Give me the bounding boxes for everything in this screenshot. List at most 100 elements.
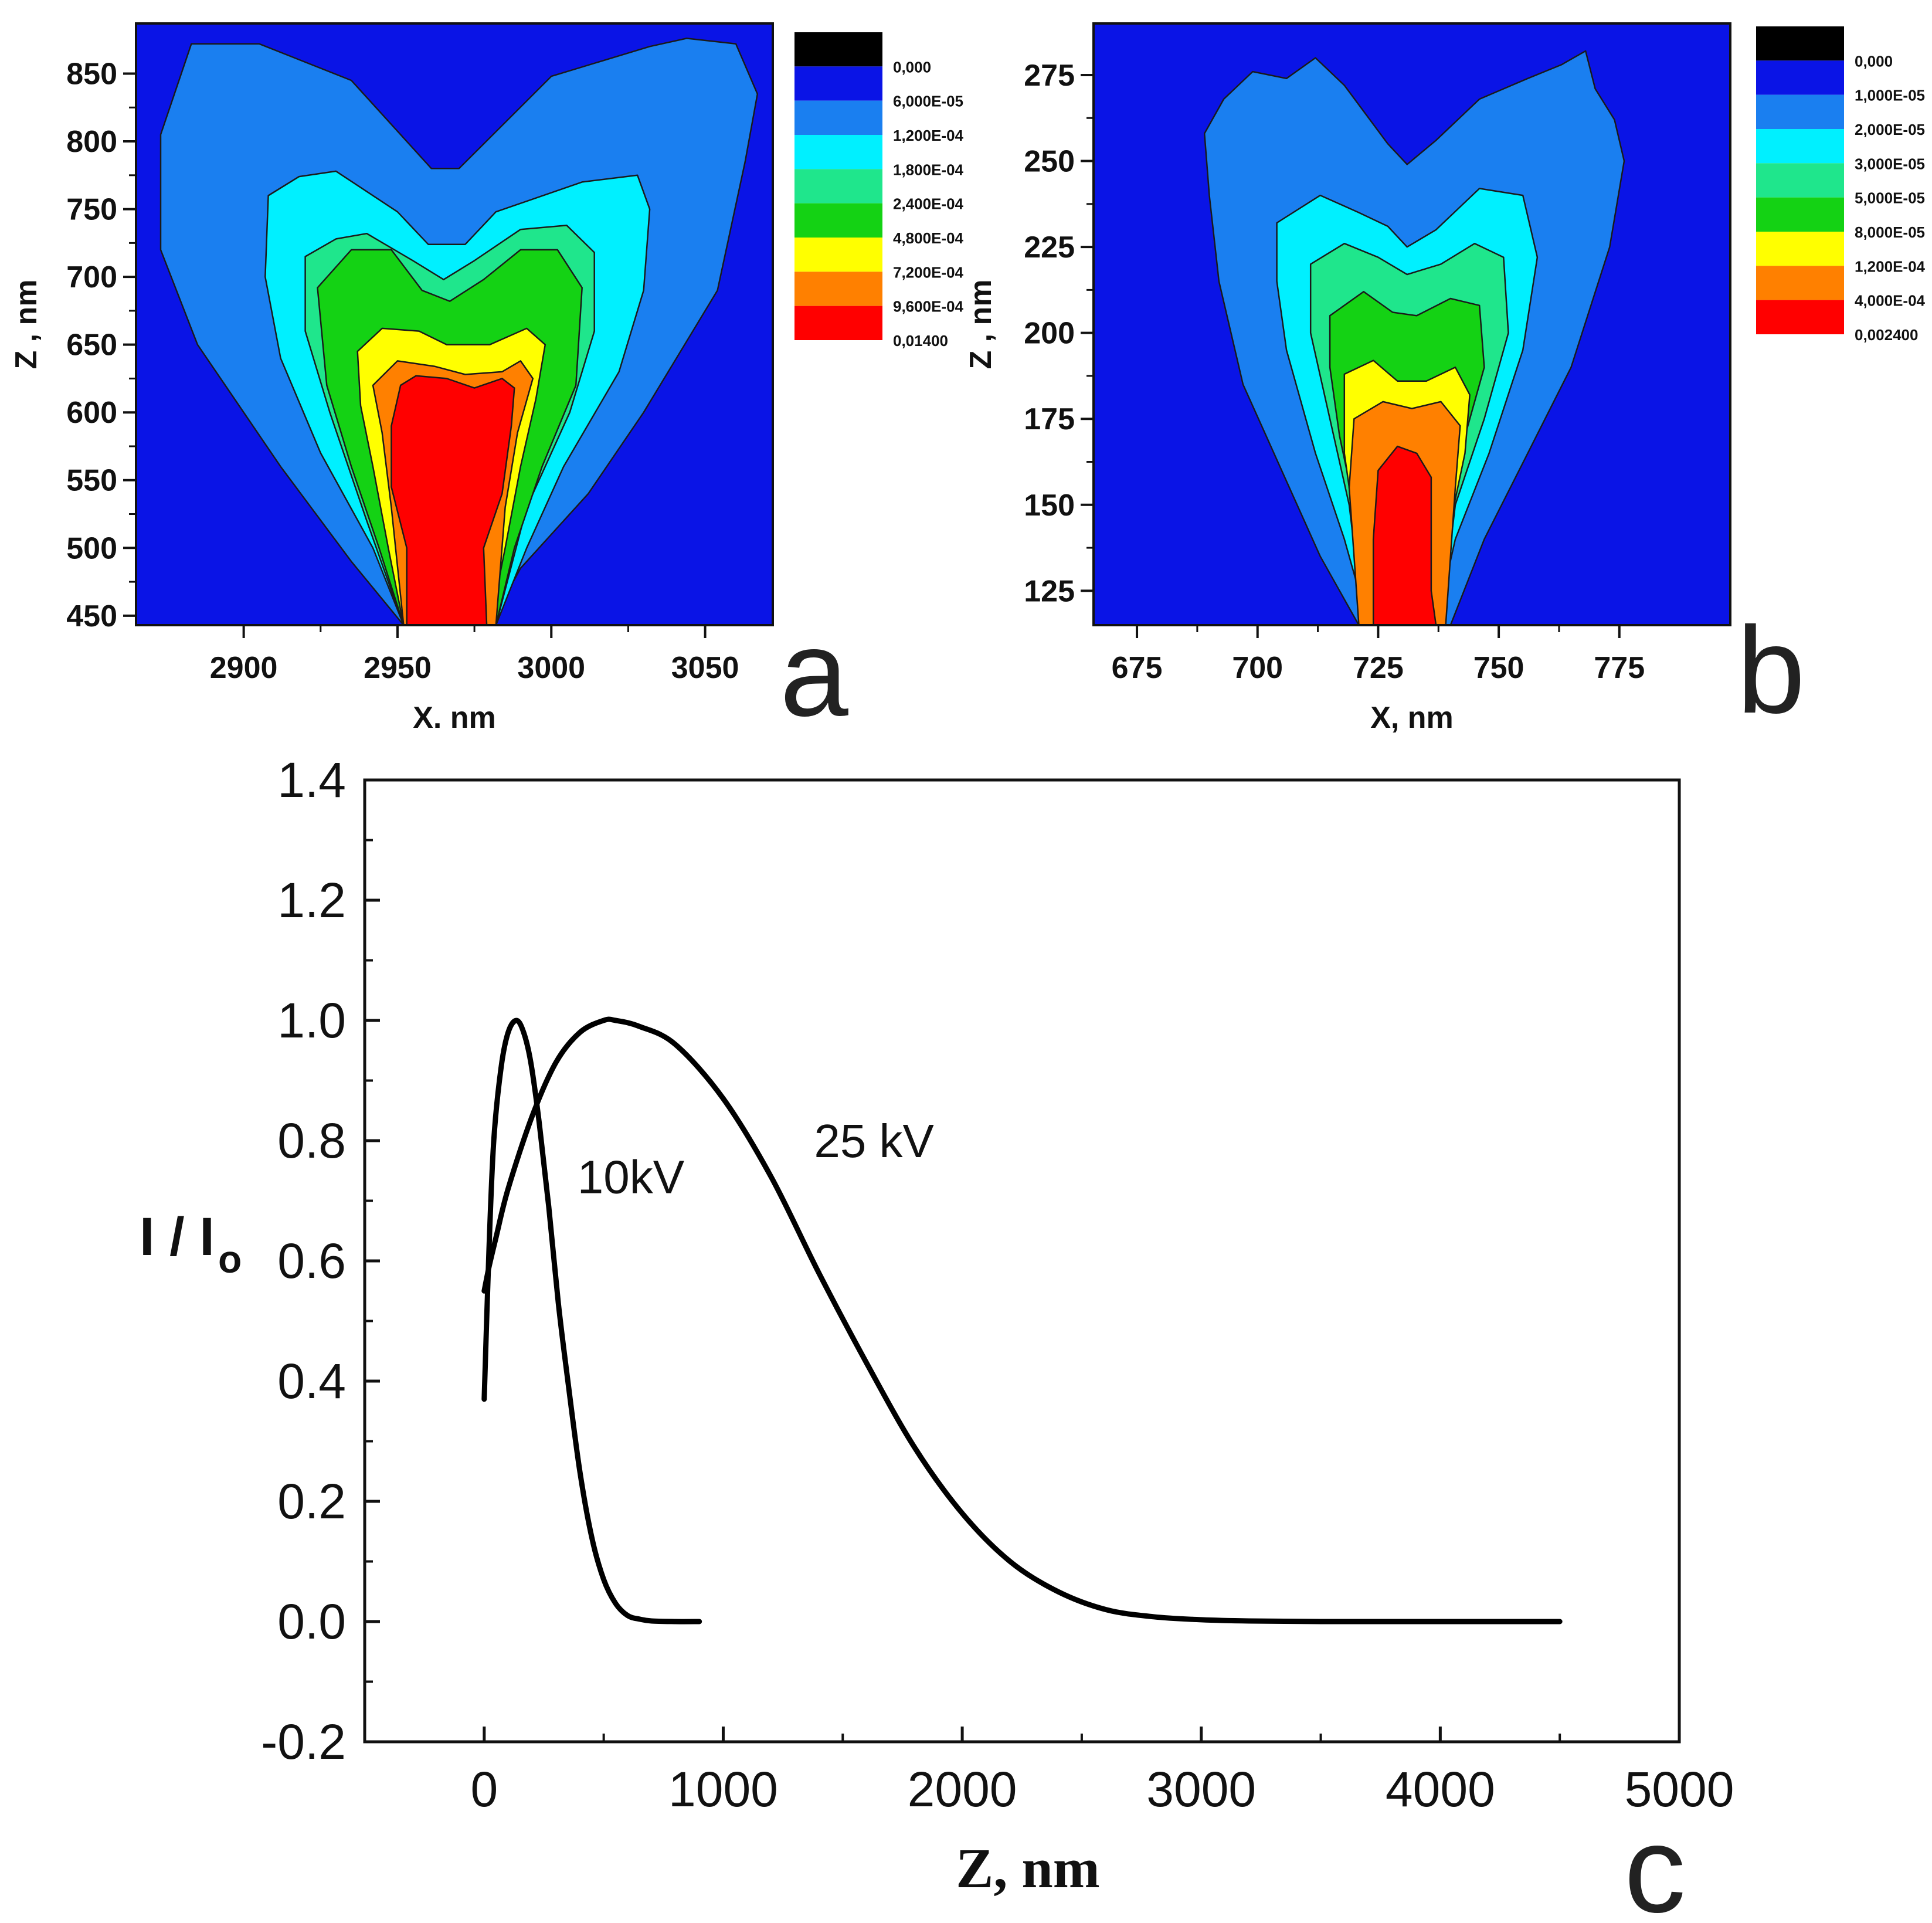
a-legend-label: 7,200E-04 bbox=[893, 263, 964, 281]
a-frame bbox=[135, 22, 774, 626]
a-y-tick-label: 750 bbox=[66, 193, 117, 227]
panel-c-line-chart: 0 1000 2000 3000 4000 5000 -0.2 0.0 0.2 0.4 0.6 0.8… bbox=[140, 752, 1734, 1923]
panel-a-axes: 2900 2950 3000 3050 450 500 550 600 650 700 750 800… bbox=[9, 22, 774, 735]
panel-a-contour-plot: 2900 2950 3000 3050 450 500 550 600 650 700 750 800… bbox=[9, 22, 964, 742]
b-legend-swatch bbox=[1756, 232, 1844, 266]
c-y-tick-label: 0.4 bbox=[277, 1354, 346, 1409]
a-legend-label: 4,800E-04 bbox=[893, 229, 964, 247]
a-legend-swatch bbox=[794, 135, 882, 169]
a-legend-label: 0,01400 bbox=[893, 332, 948, 350]
b-legend-label: 1,200E-04 bbox=[1855, 257, 1926, 275]
b-y-tick-label: 175 bbox=[1024, 402, 1075, 436]
b-x-axis-label: X, nm bbox=[1370, 701, 1454, 735]
panel-a-label: a bbox=[780, 604, 848, 742]
b-y-axis-label: Z , nm bbox=[964, 279, 998, 369]
a-legend-swatch bbox=[794, 272, 882, 306]
a-x-tick-label: 2900 bbox=[210, 651, 278, 685]
c-y-tick-label: 0.2 bbox=[277, 1474, 346, 1529]
c-y-tick-label: 0.6 bbox=[277, 1233, 346, 1288]
b-frame bbox=[1092, 22, 1731, 626]
b-legend-label: 3,000E-05 bbox=[1855, 155, 1925, 172]
panel-b-label: b bbox=[1737, 601, 1805, 739]
a-legend-swatch bbox=[794, 203, 882, 238]
a-legend-label: 9,600E-04 bbox=[893, 298, 964, 316]
a-legend-label: 6,000E-05 bbox=[893, 93, 963, 110]
b-y-tick-label: 150 bbox=[1024, 489, 1075, 523]
panel-b-contour-plot: 675 700 725 750 775 125 150 175 200 225 250 275 X, n… bbox=[964, 22, 1926, 739]
panel-a-legend: 0,000 6,000E-05 1,200E-04 1,800E-04 2,400E-0… bbox=[794, 32, 964, 350]
a-y-tick-label: 650 bbox=[66, 328, 117, 362]
b-y-tick-label: 250 bbox=[1024, 145, 1075, 179]
a-legend-swatch bbox=[794, 169, 882, 204]
c-y-tick-label: -0.2 bbox=[261, 1714, 346, 1769]
panel-c-label: c bbox=[1624, 1800, 1686, 1923]
a-legend-label: 0,000 bbox=[893, 58, 931, 76]
a-legend-swatch bbox=[794, 238, 882, 272]
panel-a-plot-area bbox=[136, 23, 773, 625]
b-x-tick-label: 725 bbox=[1353, 651, 1404, 685]
series-line-10kv bbox=[481, 1018, 702, 1624]
b-legend-label: 2,000E-05 bbox=[1855, 121, 1925, 138]
b-legend-label: 1,000E-05 bbox=[1855, 87, 1925, 104]
a-legend-swatch bbox=[794, 32, 882, 67]
c-x-tick-label: 2000 bbox=[908, 1762, 1017, 1817]
c-x-axis-label: Z, nm bbox=[956, 1837, 1099, 1900]
a-y-tick-label: 450 bbox=[66, 599, 117, 633]
a-x-tick-label: 3050 bbox=[671, 651, 739, 685]
panel-b-axes: 675 700 725 750 775 125 150 175 200 225 250 275 X, n… bbox=[964, 22, 1731, 735]
a-y-tick-label: 600 bbox=[66, 396, 117, 430]
a-y-tick-label: 700 bbox=[66, 260, 117, 294]
c-x-tick-label: 1000 bbox=[668, 1762, 778, 1817]
b-legend-swatch bbox=[1756, 26, 1844, 61]
b-x-tick-label: 700 bbox=[1232, 651, 1283, 685]
c-annotation-label: 25 kV bbox=[814, 1115, 934, 1167]
a-legend-label: 2,400E-04 bbox=[893, 195, 964, 213]
panel-c-series bbox=[481, 1016, 1563, 1624]
b-legend-swatch bbox=[1756, 163, 1844, 198]
c-y-axis-label: I / I bbox=[140, 1207, 215, 1267]
b-legend-swatch bbox=[1756, 129, 1844, 164]
b-legend-swatch bbox=[1756, 197, 1844, 232]
c-y-tick-label: 1.0 bbox=[277, 993, 346, 1048]
a-y-tick-label: 850 bbox=[66, 57, 117, 91]
a-legend-label: 1,200E-04 bbox=[893, 127, 964, 144]
a-legend-swatch bbox=[794, 100, 882, 135]
b-legend-swatch bbox=[1756, 266, 1844, 300]
b-legend-label: 0,000 bbox=[1855, 52, 1893, 70]
c-annotation-label: 10kV bbox=[578, 1151, 685, 1203]
b-x-tick-label: 775 bbox=[1594, 651, 1645, 685]
b-x-tick-label: 675 bbox=[1112, 651, 1163, 685]
b-legend-swatch bbox=[1756, 94, 1844, 129]
b-legend-label: 4,000E-04 bbox=[1855, 292, 1926, 310]
c-y-tick-label: 0.8 bbox=[277, 1113, 346, 1168]
a-y-tick-label: 550 bbox=[66, 464, 117, 498]
a-x-axis-label: X. nm bbox=[413, 701, 496, 735]
c-y-tick-label: 1.2 bbox=[277, 873, 346, 928]
b-y-tick-label: 275 bbox=[1024, 59, 1075, 93]
a-y-tick-label: 800 bbox=[66, 125, 117, 159]
b-x-tick-label: 750 bbox=[1473, 651, 1524, 685]
a-x-tick-label: 3000 bbox=[517, 651, 585, 685]
c-x-tick-label: 0 bbox=[470, 1762, 498, 1817]
b-legend-label: 0,002400 bbox=[1855, 326, 1918, 344]
panel-c-annotations: 10kV 25 kV bbox=[578, 1115, 935, 1203]
a-y-axis-label: Z , nm bbox=[9, 279, 43, 369]
a-contour-region-6 bbox=[391, 375, 515, 625]
b-legend-swatch bbox=[1756, 60, 1844, 95]
c-y-axis-label-subscript: o bbox=[218, 1237, 242, 1281]
a-x-tick-label: 2950 bbox=[364, 651, 432, 685]
c-y-tick-label: 1.4 bbox=[277, 752, 346, 808]
a-legend-swatch bbox=[794, 306, 882, 340]
a-legend-label: 1,800E-04 bbox=[893, 161, 964, 178]
b-legend-swatch bbox=[1756, 300, 1844, 334]
b-y-tick-label: 125 bbox=[1024, 574, 1075, 608]
b-contour-region-6 bbox=[1372, 445, 1437, 625]
c-y-tick-label: 0.0 bbox=[277, 1594, 346, 1649]
panel-b-plot-area bbox=[1094, 23, 1730, 625]
c-x-tick-label: 4000 bbox=[1386, 1762, 1495, 1817]
series-line-25kv bbox=[481, 1016, 1563, 1624]
b-y-tick-label: 200 bbox=[1024, 317, 1075, 351]
b-legend-label: 8,000E-05 bbox=[1855, 223, 1925, 241]
c-frame bbox=[363, 778, 1681, 1744]
